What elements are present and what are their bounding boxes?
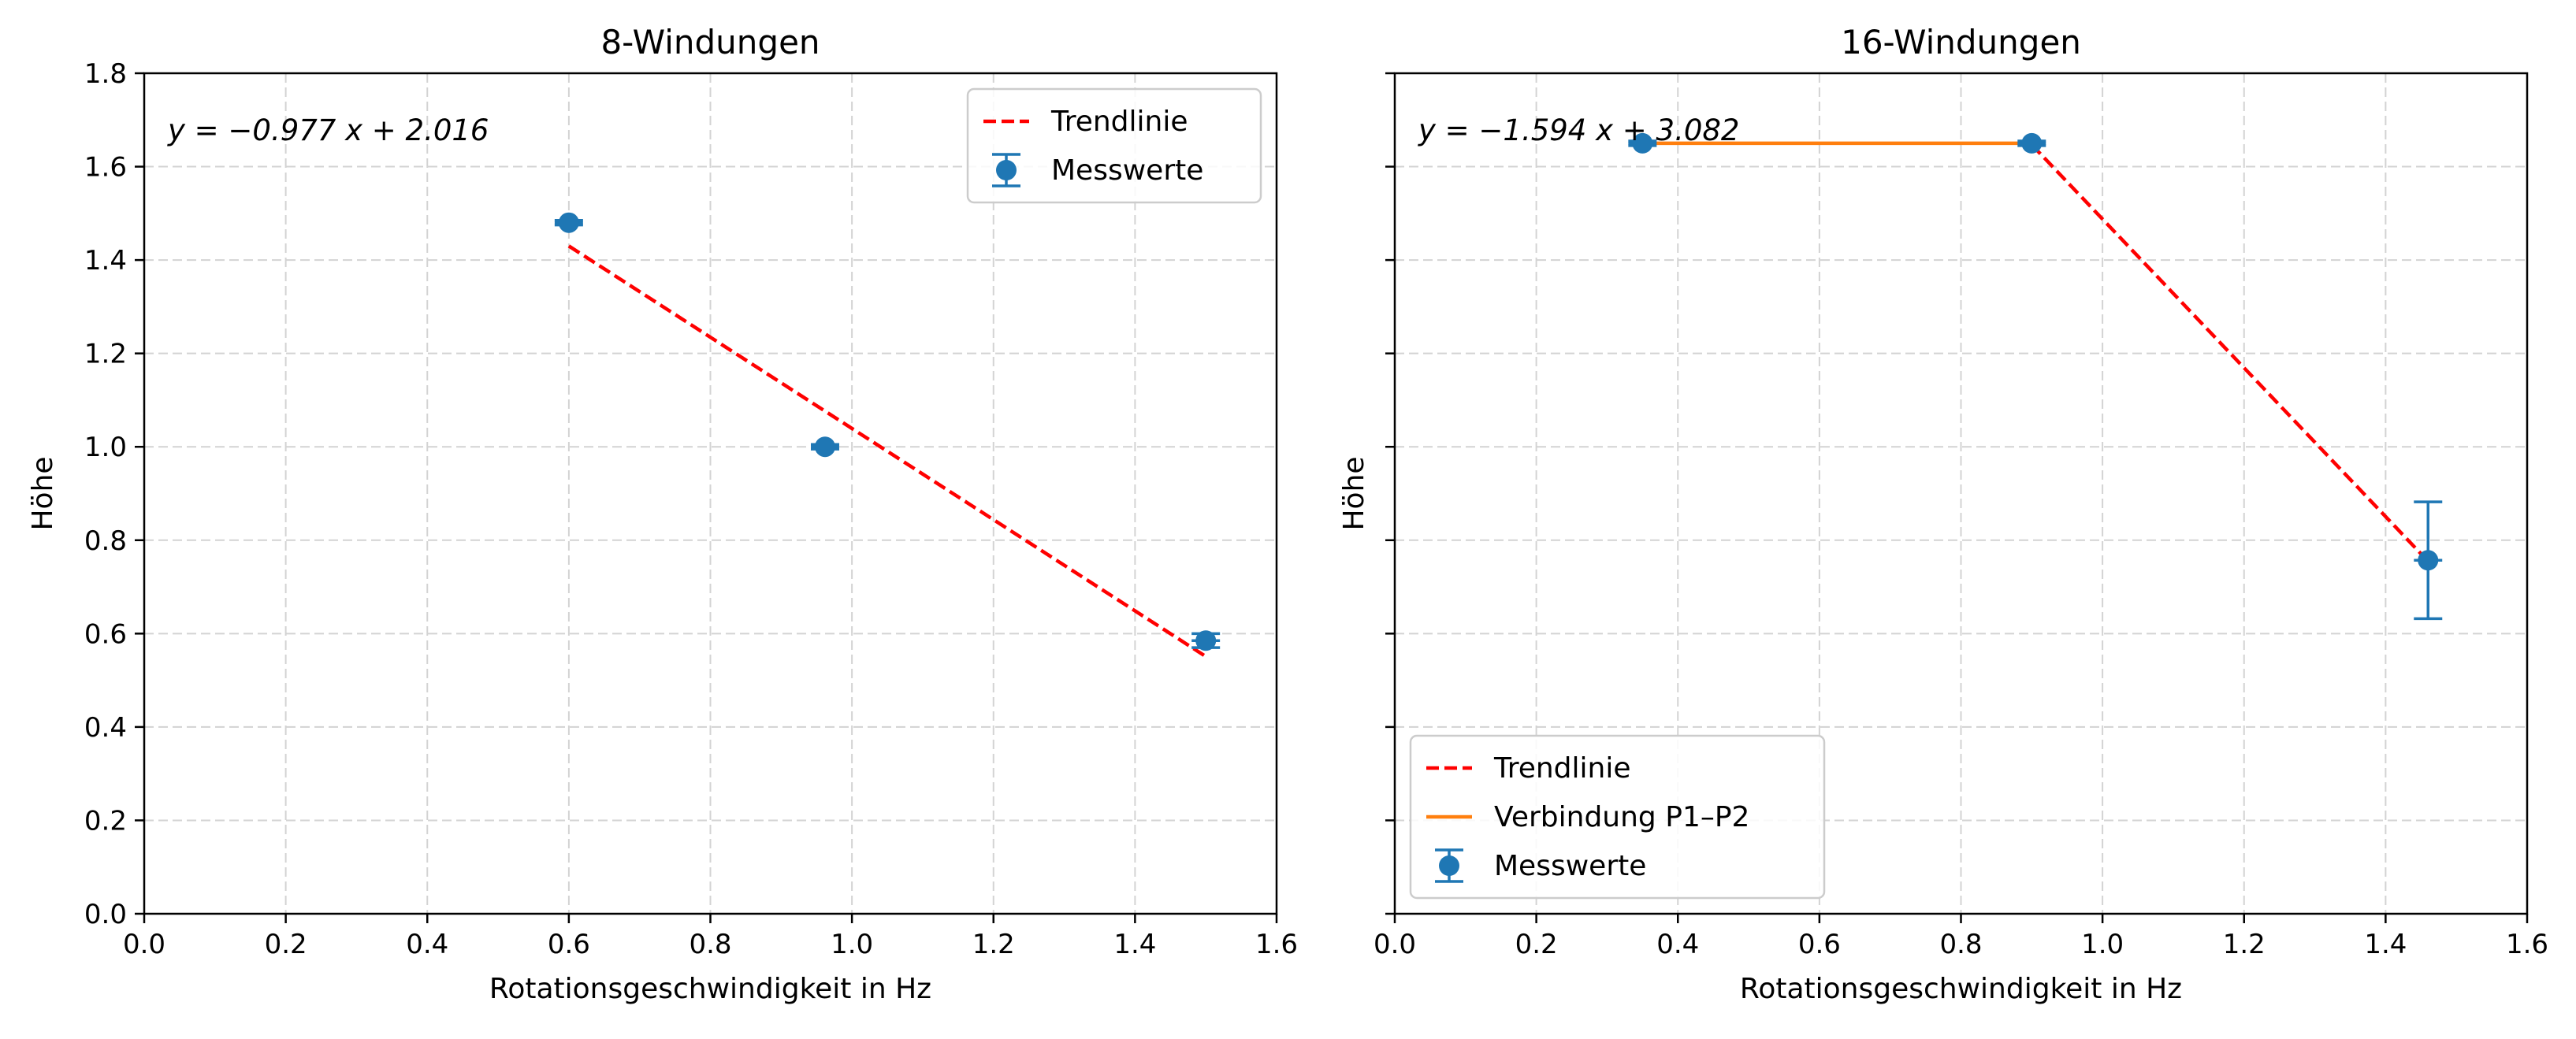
y-tick-label: 1.8 (84, 58, 127, 90)
x-tick-label: 0.8 (689, 929, 731, 960)
legend-label: Trendlinie (1050, 106, 1188, 138)
x-tick-label: 1.2 (972, 929, 1015, 960)
legend-label: Messwerte (1494, 850, 1646, 882)
chart-title: 8-Windungen (600, 23, 820, 61)
y-tick-label: 0.8 (84, 525, 127, 557)
x-tick-label: 0.0 (1373, 929, 1416, 960)
chart-title: 16-Windungen (1841, 23, 2081, 61)
x-tick-label: 0.4 (1656, 929, 1699, 960)
x-tick-label: 0.6 (548, 929, 590, 960)
x-tick-label: 0.2 (265, 929, 307, 960)
legend-label: Trendlinie (1493, 752, 1631, 785)
x-tick-label: 1.4 (1113, 929, 1156, 960)
legend: Trendlinie Verbindung P1–P2 Messwerte (1409, 734, 1826, 900)
equation-annotation: y = −1.594 x + 3.082 (1418, 113, 1739, 147)
data-point (2418, 550, 2439, 571)
x-tick-label: 1.0 (831, 929, 873, 960)
x-tick-label: 0.6 (1798, 929, 1841, 960)
data-point (558, 212, 579, 233)
x-tick-label: 1.6 (1255, 929, 1298, 960)
y-axis-label: Höhe (1338, 456, 1370, 530)
y-tick-label: 1.2 (84, 339, 127, 370)
y-axis-label: Höhe (27, 456, 59, 530)
legend-box (1409, 734, 1826, 900)
x-tick-label: 0.8 (1939, 929, 1982, 960)
x-axis-label: Rotationsgeschwindigkeit in Hz (1740, 973, 2182, 1005)
legend-swatch-marker (996, 160, 1017, 180)
y-tick-label: 1.4 (84, 245, 127, 276)
x-tick-label: 1.6 (2506, 929, 2548, 960)
panel-8-windungen: 0.0 0.2 0.4 0.6 0.8 1.0 1.2 1.4 1.6 0.0 0.2 0.4 0.6 0… (27, 23, 1298, 1005)
legend-label: Messwerte (1051, 154, 1203, 187)
panel-16-windungen: 0.0 0.2 0.4 0.6 0.8 1.0 1.2 1.4 1.6 16-Windungen R… (1338, 23, 2548, 1005)
y-tick-label: 0.0 (84, 899, 127, 930)
legend-label: Verbindung P1–P2 (1494, 801, 1749, 833)
x-tick-label: 1.0 (2081, 929, 2124, 960)
x-tick-label: 1.2 (2223, 929, 2266, 960)
y-tick-label: 0.2 (84, 805, 127, 837)
data-point (1195, 630, 1217, 651)
y-tick-label: 1.6 (84, 152, 127, 184)
trendline (2030, 143, 2429, 563)
legend-swatch-marker (1439, 855, 1459, 876)
x-tick-label: 1.4 (2364, 929, 2407, 960)
x-axis-label: Rotationsgeschwindigkeit in Hz (489, 973, 931, 1005)
data-point (1632, 132, 1653, 154)
legend-box (966, 87, 1262, 204)
data-point (814, 436, 835, 458)
legend: Trendlinie Messwerte (966, 87, 1262, 204)
equation-annotation: y = −0.977 x + 2.016 (167, 113, 489, 147)
y-tick-label: 0.6 (84, 618, 127, 650)
y-tick-label: 0.4 (84, 712, 127, 744)
x-tick-label: 0.4 (406, 929, 448, 960)
y-tick-label: 1.0 (84, 432, 127, 463)
x-tick-label: 0.2 (1515, 929, 1558, 960)
x-tick-label: 0.0 (123, 929, 165, 960)
data-point (2021, 132, 2043, 154)
